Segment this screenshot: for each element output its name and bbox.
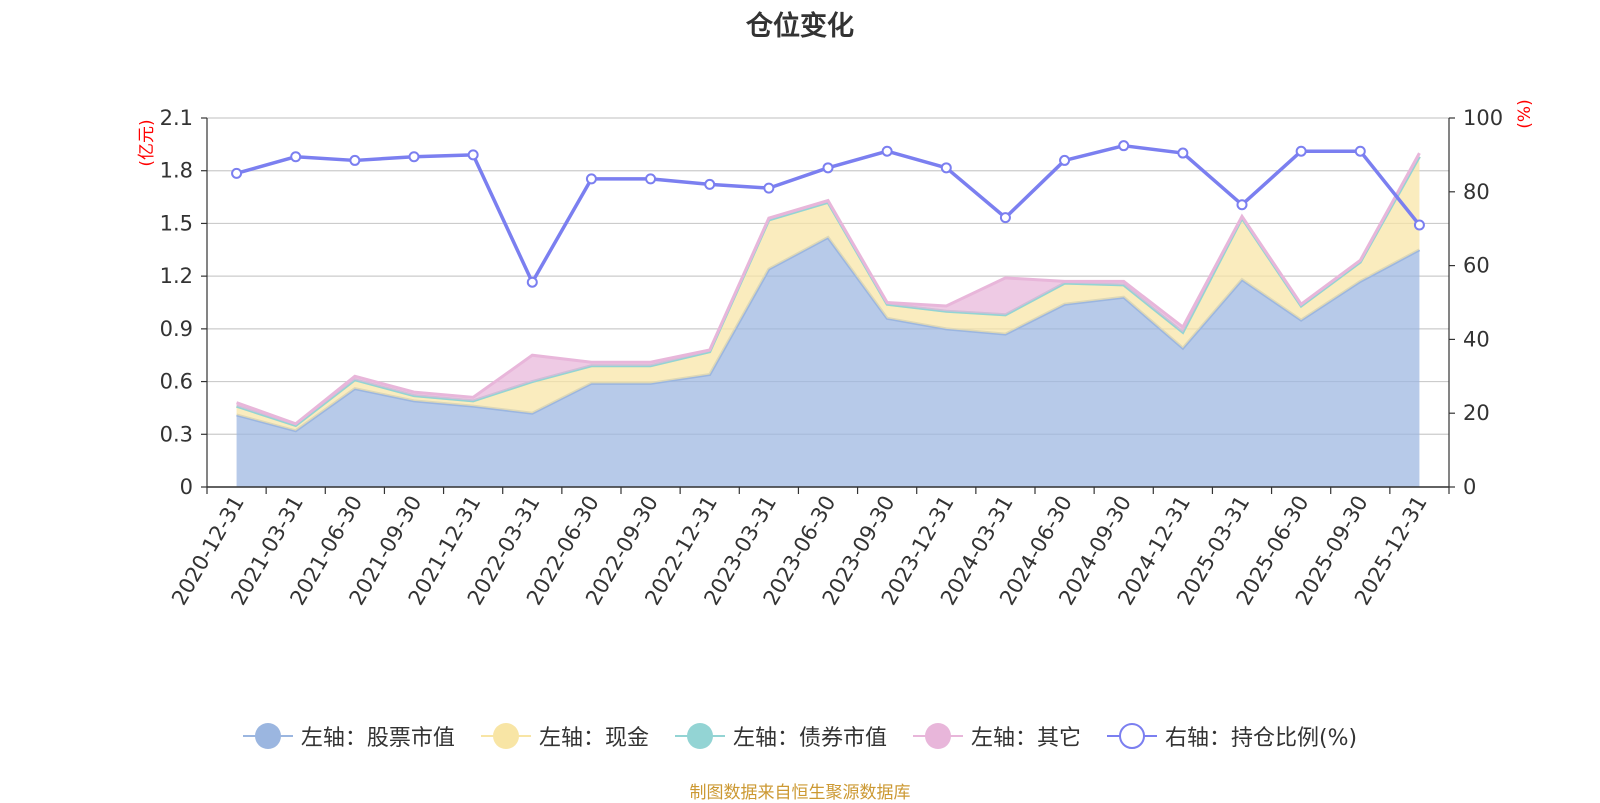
line-series-point [467,149,479,161]
legend-label: 左轴：股票市值 [300,726,455,751]
right-axis-tick-label: 40 [1463,327,1490,351]
legend-label: 左轴：债券市值 [732,726,887,751]
right-axis-tick-label: 80 [1463,180,1490,204]
left-axis-tick-label: 2.1 [160,106,193,130]
area-左轴：股票市值 [236,237,1420,487]
right-axis-tick-label: 100 [1463,106,1503,130]
legend-label: 左轴：现金 [538,726,649,751]
right-axis-unit: (%) [1515,99,1535,128]
line-series-point [1118,140,1130,152]
line-series-point [1413,219,1425,231]
legend-item[interactable]: 左轴：现金 [480,720,649,752]
line-series-point [1354,145,1366,157]
line-series-point [763,182,775,194]
legend-item[interactable]: 左轴：债券市值 [674,720,887,752]
left-axis-tick-label: 0.9 [160,317,193,341]
line-series-point [585,173,597,185]
area-line-左轴：其它 [236,152,1421,426]
line-series-point [881,145,893,157]
legend-marker-icon [674,723,725,749]
left-axis-tick-label: 0.3 [160,422,193,446]
line-series-point [822,162,834,174]
legend-marker-icon [242,723,293,749]
chart-canvas: 0 0.3 0.6 0.9 1.2 1.5 1.8 2.1 0 20 40 60 80 100 (亿元) (%… [137,99,1535,609]
line-series-point [1059,154,1071,166]
line-series-point [1295,145,1307,157]
legend-item[interactable]: 左轴：股票市值 [242,720,455,752]
line-series-point [704,178,716,190]
left-axis-tick-label: 0.6 [160,370,193,394]
legend-marker-icon [912,723,963,749]
legend-label: 右轴：持仓比例(%) [1164,726,1358,751]
right-axis-tick-label: 20 [1463,401,1490,425]
left-axis-tick-label: 0 [180,475,193,499]
legend-label: 左轴：其它 [970,726,1081,751]
line-series-point [290,151,302,163]
line-series-point [940,162,952,174]
legend-marker-icon [1106,723,1157,749]
line-series-point [349,154,361,166]
area-左轴：其它 [236,153,1420,426]
line-series-point [526,276,538,288]
line-series-point [645,173,657,185]
line-series-point [231,167,243,179]
legend-marker-icon [480,723,531,749]
line-series-point [999,212,1011,224]
left-axis-tick-label: 1.8 [160,159,193,183]
line-series-point [1177,147,1189,159]
right-axis-tick-label: 0 [1463,475,1476,499]
legend-item[interactable]: 左轴：其它 [912,720,1081,752]
line-series-point [1236,199,1248,211]
line-series-point [408,151,420,163]
chart-legend: 左轴：股票市值 左轴：现金 左轴：债券市值 左轴：其它 右轴：持仓比例(%) [0,720,1600,752]
left-axis-tick-label: 1.2 [160,264,193,288]
right-axis-tick-label: 60 [1463,254,1490,278]
chart-title: 仓位变化 [746,11,854,42]
left-axis-unit: (亿元) [137,119,157,166]
left-axis-tick-label: 1.5 [160,211,193,235]
data-source-note: 制图数据来自恒生聚源数据库 [689,783,911,803]
legend-item[interactable]: 右轴：持仓比例(%) [1106,720,1358,752]
area-左轴：现金 [236,156,1420,431]
